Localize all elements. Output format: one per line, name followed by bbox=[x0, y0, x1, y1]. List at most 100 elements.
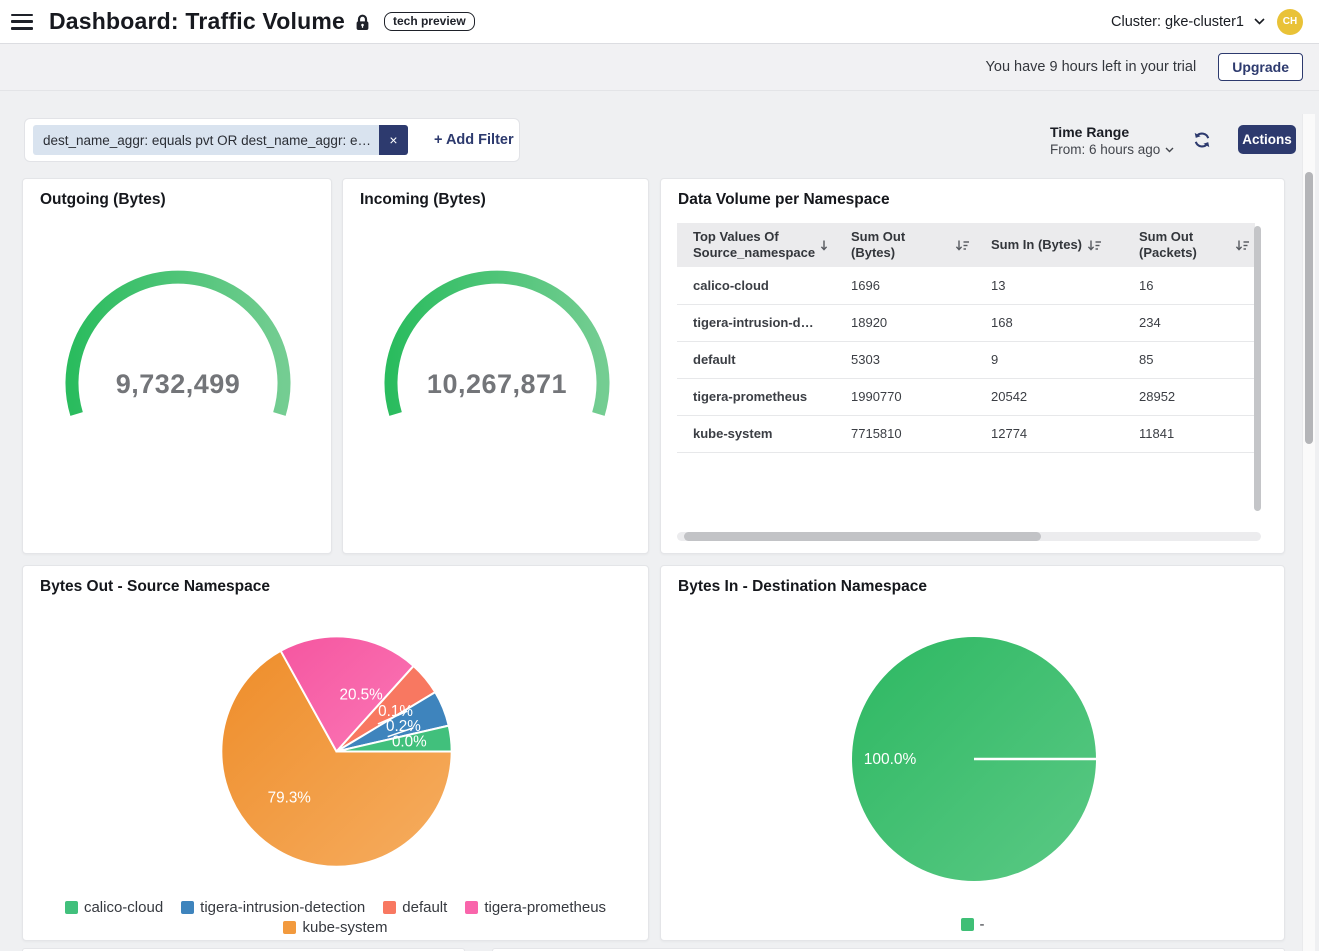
legend-label: - bbox=[979, 916, 985, 933]
time-range-dropdown[interactable]: From: 6 hours ago bbox=[1050, 142, 1174, 157]
legend-swatch bbox=[283, 921, 297, 934]
table-cell: 28952 bbox=[1123, 378, 1255, 416]
table-cell: 5303 bbox=[835, 341, 975, 379]
card-title: Data Volume per Namespace bbox=[678, 191, 890, 208]
namespace-link[interactable]: default bbox=[677, 341, 835, 379]
trial-banner: You have 9 hours left in your trial Upgr… bbox=[0, 44, 1319, 91]
legend-label: tigera-prometheus bbox=[484, 899, 607, 916]
legend-swatch bbox=[181, 901, 195, 914]
table-row: tigera-prometheus 1990770 20542 28952 bbox=[677, 378, 1255, 416]
filter-chip[interactable]: dest_name_aggr: equals pvt OR dest_name_… bbox=[33, 125, 408, 155]
table-cell: 12774 bbox=[975, 415, 1123, 453]
column-header-label: Sum In (Bytes) bbox=[991, 237, 1083, 253]
column-header-sum-out-bytes-[interactable]: Sum Out (Bytes) bbox=[835, 223, 975, 267]
gauge-chart-outgoing: 9,732,499 bbox=[65, 270, 291, 416]
time-range-value: From: 6 hours ago bbox=[1050, 142, 1161, 157]
table-cell: 16 bbox=[1123, 267, 1255, 305]
legend-swatch bbox=[465, 901, 479, 914]
legend-item-calico-cloud[interactable]: calico-cloud bbox=[64, 899, 164, 916]
legend-item-kube-system[interactable]: kube-system bbox=[283, 919, 388, 936]
page-title: Dashboard: Traffic Volume bbox=[49, 8, 345, 34]
table-row: calico-cloud 1696 13 16 bbox=[677, 267, 1255, 305]
table-horizontal-scrollbar[interactable] bbox=[684, 532, 1041, 541]
pie-slice-percentage-label: 0.1% bbox=[378, 703, 413, 720]
legend-swatch bbox=[960, 918, 974, 931]
namespace-link[interactable]: kube-system bbox=[677, 415, 835, 453]
table-cell: 11841 bbox=[1123, 415, 1255, 453]
cluster-selector[interactable]: Cluster: gke-cluster1 bbox=[1111, 14, 1265, 30]
pie-slice-calico-cloud[interactable] bbox=[335, 724, 453, 753]
card-bytes-in-pie: Bytes In - Destination Namespace 100.0% … bbox=[660, 565, 1285, 941]
namespace-link[interactable]: tigera-prometheus bbox=[677, 378, 835, 416]
table-cell: 20542 bbox=[975, 378, 1123, 416]
namespace-table: Top Values Of Source_namespace Sum Out (By… bbox=[677, 223, 1261, 530]
column-header-label: Top Values Of Source_namespace bbox=[693, 229, 816, 260]
table-row: kube-system 7715810 12774 11841 bbox=[677, 415, 1255, 453]
lock-icon bbox=[356, 14, 369, 30]
legend-item-default[interactable]: default bbox=[383, 899, 447, 916]
hamburger-menu-icon[interactable] bbox=[11, 13, 33, 30]
pie-slice-percentage-label: 20.5% bbox=[339, 686, 383, 703]
table-cell: 9 bbox=[975, 341, 1123, 379]
upgrade-button[interactable]: Upgrade bbox=[1218, 53, 1303, 81]
refresh-icon[interactable] bbox=[1192, 130, 1212, 150]
remove-filter-button[interactable]: × bbox=[379, 125, 408, 155]
column-header-label: Sum Out (Bytes) bbox=[851, 229, 906, 260]
table-row: tigera-intrusion-d… 18920 168 234 bbox=[677, 304, 1255, 342]
actions-button[interactable]: Actions bbox=[1238, 125, 1296, 154]
card-incoming-bytes: Incoming (Bytes) 10,267,871 bbox=[342, 178, 649, 554]
table-cell: 85 bbox=[1123, 341, 1255, 379]
filter-builder: dest_name_aggr: equals pvt OR dest_name_… bbox=[24, 118, 520, 162]
table-cell: 7715810 bbox=[835, 415, 975, 453]
gauge-chart-incoming: 10,267,871 bbox=[384, 270, 610, 416]
page-scrollbar[interactable] bbox=[1305, 172, 1313, 444]
card-data-volume-table: Data Volume per Namespace Top Values Of S… bbox=[660, 178, 1285, 554]
card-outgoing-bytes: Outgoing (Bytes) 9,732,499 bbox=[22, 178, 332, 554]
legend-item-tigera-intrusion-detection[interactable]: tigera-intrusion-detection bbox=[181, 899, 365, 916]
time-range-title: Time Range bbox=[1050, 124, 1130, 140]
chevron-down-icon bbox=[1165, 147, 1174, 152]
pie-slice-tigera-prometheus[interactable] bbox=[279, 635, 415, 753]
label-leader-line bbox=[377, 710, 408, 725]
svg-text:9,732,499: 9,732,499 bbox=[116, 369, 241, 399]
page-scroll-track bbox=[1302, 114, 1315, 951]
column-header-sum-in-bytes-[interactable]: Sum In (Bytes) bbox=[975, 223, 1123, 267]
pie-chart-bytes-in: 100.0% bbox=[852, 637, 1096, 881]
table-cell: 18920 bbox=[835, 304, 975, 342]
svg-text:10,267,871: 10,267,871 bbox=[427, 369, 567, 399]
pie-legend: calico-cloud tigera-intrusion-detection de… bbox=[23, 899, 648, 936]
card-bytes-out-pie: Bytes Out - Source Namespace 79.3% 20.5% 0… bbox=[22, 565, 649, 941]
sort-icon[interactable] bbox=[820, 239, 834, 252]
table-cell: 1990770 bbox=[835, 378, 975, 416]
legend-item--[interactable]: - bbox=[960, 916, 985, 933]
table-horizontal-scroll-track bbox=[677, 532, 1261, 541]
next-card-edge bbox=[492, 948, 1285, 951]
pie-slice-kube-system[interactable] bbox=[220, 649, 453, 868]
namespace-link[interactable]: tigera-intrusion-d… bbox=[677, 304, 835, 342]
filter-chip-label: dest_name_aggr: equals pvt OR dest_name_… bbox=[33, 125, 379, 155]
legend-swatch bbox=[64, 901, 78, 914]
next-card-edge bbox=[22, 948, 465, 951]
label-leader-line bbox=[387, 727, 414, 738]
card-title: Incoming (Bytes) bbox=[360, 191, 486, 208]
table-cell: 234 bbox=[1123, 304, 1255, 342]
cluster-selector-label: Cluster: gke-cluster1 bbox=[1111, 13, 1244, 30]
table-vertical-scrollbar[interactable] bbox=[1254, 226, 1261, 511]
table-cell: 1696 bbox=[835, 267, 975, 305]
legend-item-tigera-prometheus[interactable]: tigera-prometheus bbox=[465, 899, 606, 916]
table-cell: 168 bbox=[975, 304, 1123, 342]
namespace-link[interactable]: calico-cloud bbox=[677, 267, 835, 305]
sort-icon[interactable] bbox=[1087, 239, 1102, 252]
add-filter-button[interactable]: + Add Filter bbox=[434, 132, 514, 148]
legend-label: calico-cloud bbox=[83, 899, 164, 916]
column-header-sum-out-packets-[interactable]: Sum Out (Packets) bbox=[1123, 223, 1255, 267]
pie-slice-percentage-label: 100.0% bbox=[864, 751, 917, 768]
table-row: default 5303 9 85 bbox=[677, 341, 1255, 379]
column-header-top-values-of-source-namespace[interactable]: Top Values Of Source_namespace bbox=[677, 223, 835, 267]
avatar[interactable]: CH bbox=[1277, 8, 1303, 35]
legend-label: tigera-intrusion-detection bbox=[200, 899, 366, 916]
sort-icon[interactable] bbox=[955, 239, 969, 252]
sort-icon[interactable] bbox=[1235, 239, 1249, 252]
pie-slice-percentage-label: 79.3% bbox=[268, 790, 312, 807]
